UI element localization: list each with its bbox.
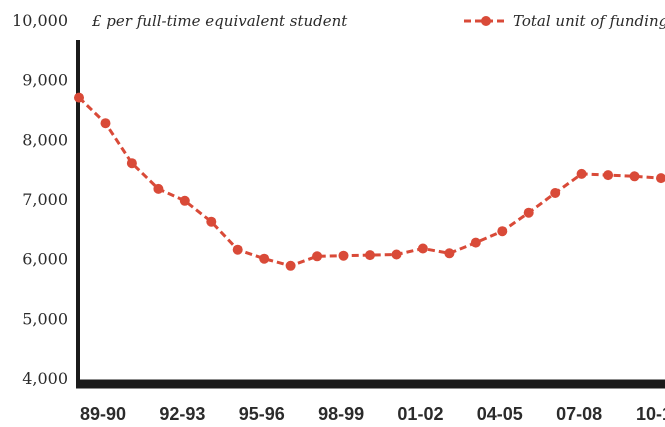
data-point [101,118,111,128]
data-point [418,244,428,254]
y-tick-label: 6,000 [22,250,68,269]
data-point [339,251,349,261]
data-point [233,245,243,255]
data-point [524,208,534,218]
x-tick-label: 01-02 [397,404,443,424]
x-tick-label: 92-93 [159,404,205,424]
data-point [471,238,481,248]
data-point [656,173,665,183]
y-axis-ticks: 4,000 5,000 6,000 7,000 8,000 9,000 10,000 [12,11,68,388]
legend-label: Total unit of funding [513,12,665,30]
data-point [630,171,640,181]
legend: Total unit of funding [464,12,665,30]
y-tick-label: 8,000 [22,130,68,149]
x-tick-label: 95-96 [239,404,285,424]
y-axis-label: £ per full-time equivalent student [91,12,348,30]
data-point [259,254,269,264]
legend-marker [481,16,491,26]
data-point [206,217,216,227]
data-point [127,158,137,168]
data-point [603,170,613,180]
y-tick-label: 9,000 [22,71,68,90]
y-tick-label: 10,000 [12,11,68,30]
data-point [180,196,190,206]
data-point [153,184,163,194]
x-tick-label: 10-11 [636,404,665,424]
x-tick-label: 98-99 [318,404,364,424]
data-point [312,251,322,261]
series-group [74,93,665,271]
data-point [365,250,375,260]
series-line [79,98,661,266]
y-tick-label: 7,000 [22,190,68,209]
data-point [392,250,402,260]
data-point [444,248,454,258]
x-tick-label: 89-90 [80,404,126,424]
x-axis-ticks: 89-90 92-93 95-96 98-99 01-02 04-05 07-08 10-11 [80,404,665,424]
data-point [74,93,84,103]
data-point [550,188,560,198]
data-point [286,261,296,271]
x-tick-label: 07-08 [556,404,602,424]
data-point [497,226,507,236]
data-point [577,169,587,179]
y-tick-label: 5,000 [22,309,68,328]
x-tick-label: 04-05 [477,404,523,424]
y-tick-label: 4,000 [22,369,68,388]
